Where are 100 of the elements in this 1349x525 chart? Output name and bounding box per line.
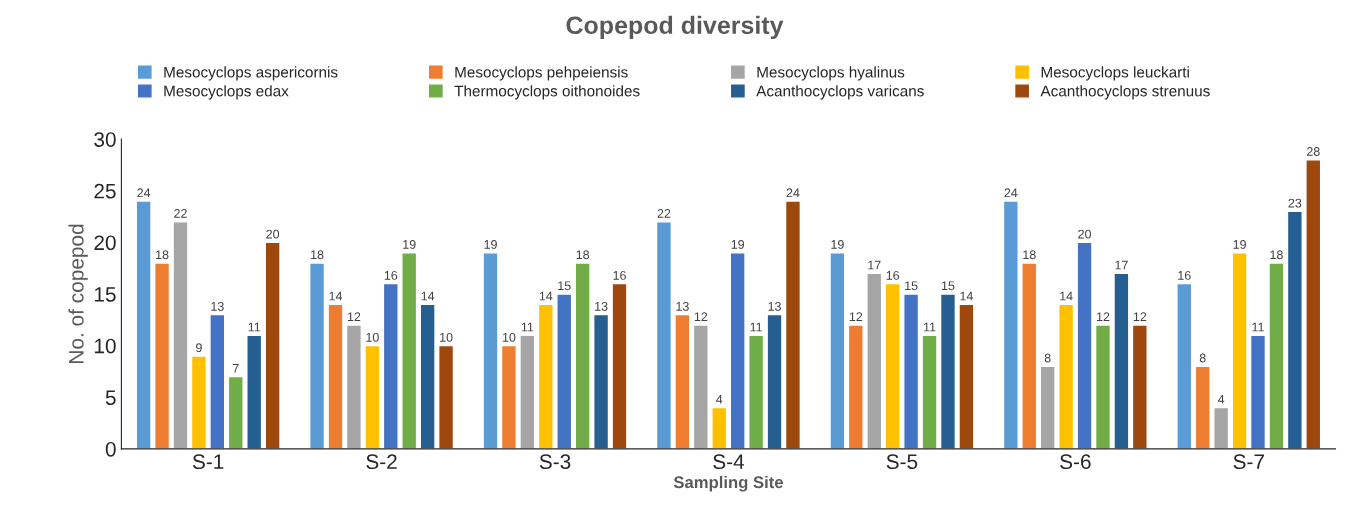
x-tick-label: S-7 bbox=[1233, 454, 1264, 470]
data-label: 16 bbox=[613, 270, 626, 280]
legend-label: Mesocyclops hyalinus bbox=[757, 66, 905, 81]
bar bbox=[655, 221, 673, 449]
bar bbox=[364, 344, 381, 449]
legend-label: Mesocyclops leuckarti bbox=[1041, 66, 1189, 81]
data-label: 10 bbox=[502, 332, 516, 342]
data-label: 19 bbox=[484, 239, 497, 249]
data-label: 13 bbox=[768, 301, 781, 311]
bar bbox=[1249, 334, 1267, 449]
data-label: 10 bbox=[440, 332, 453, 342]
data-label: 28 bbox=[1306, 147, 1320, 156]
data-label: 18 bbox=[1023, 250, 1036, 260]
y-tick-label: 15 bbox=[94, 287, 116, 302]
bar bbox=[748, 334, 765, 449]
bar bbox=[556, 293, 573, 449]
x-tick-label: S-5 bbox=[886, 454, 918, 470]
data-label: 15 bbox=[941, 281, 955, 291]
bar bbox=[1176, 282, 1193, 449]
bar bbox=[1113, 272, 1130, 449]
bar bbox=[829, 252, 846, 449]
y-tick-label: 0 bbox=[105, 441, 116, 457]
data-label: 11 bbox=[521, 322, 534, 332]
legend-label: Mesocyclops edax bbox=[164, 85, 289, 100]
bar bbox=[1286, 210, 1303, 449]
bar bbox=[153, 262, 171, 449]
data-label: 16 bbox=[384, 270, 398, 280]
data-label: 13 bbox=[595, 301, 608, 311]
bar bbox=[847, 324, 864, 449]
data-label: 18 bbox=[1270, 250, 1283, 260]
y-tick-label: 25 bbox=[94, 183, 116, 199]
data-label: 20 bbox=[1078, 229, 1092, 239]
data-label: 24 bbox=[786, 188, 800, 198]
bar bbox=[1021, 262, 1038, 449]
data-label: 8 bbox=[1044, 353, 1051, 363]
data-label: 7 bbox=[232, 364, 239, 373]
data-label: 8 bbox=[1199, 353, 1206, 363]
data-label: 12 bbox=[1133, 312, 1147, 321]
data-label: 15 bbox=[905, 281, 918, 291]
bar bbox=[345, 324, 362, 449]
bar bbox=[1305, 159, 1322, 449]
x-tick-label: S-4 bbox=[713, 454, 745, 470]
bar bbox=[674, 313, 691, 449]
bar bbox=[1094, 324, 1112, 449]
data-label: 15 bbox=[558, 281, 571, 291]
x-tick-label: S-1 bbox=[192, 454, 224, 470]
data-label: 18 bbox=[156, 250, 169, 260]
bar bbox=[1268, 262, 1285, 449]
data-label: 17 bbox=[1115, 260, 1128, 270]
data-label: 17 bbox=[868, 260, 881, 270]
data-label: 19 bbox=[831, 239, 844, 249]
bar bbox=[537, 303, 554, 449]
bar bbox=[711, 406, 728, 449]
data-label: 22 bbox=[657, 209, 671, 218]
data-label: 19 bbox=[1233, 239, 1246, 249]
x-tick-label: S-2 bbox=[366, 454, 397, 470]
bar bbox=[1002, 200, 1019, 449]
data-label: 13 bbox=[676, 301, 689, 311]
data-label: 16 bbox=[886, 270, 900, 280]
data-label: 19 bbox=[731, 239, 745, 249]
legend-label: Acanthocyclops strenuus bbox=[1040, 85, 1210, 100]
data-label: 22 bbox=[174, 209, 187, 218]
bar bbox=[692, 324, 709, 449]
bar bbox=[1039, 365, 1056, 449]
data-label: 24 bbox=[1004, 188, 1018, 198]
bar bbox=[1058, 303, 1075, 449]
data-label: 14 bbox=[421, 291, 435, 301]
data-label: 11 bbox=[750, 322, 762, 332]
legend-label: Acanthocyclops varicans bbox=[756, 85, 924, 100]
bar bbox=[1194, 365, 1211, 449]
bar bbox=[593, 313, 610, 449]
data-label: 20 bbox=[266, 229, 280, 239]
bar bbox=[1131, 324, 1148, 449]
data-label: 4 bbox=[1217, 394, 1225, 404]
bar bbox=[309, 262, 326, 449]
data-label: 11 bbox=[924, 322, 936, 332]
data-label: 11 bbox=[248, 322, 261, 332]
bar bbox=[419, 303, 436, 449]
x-tick-label: S-3 bbox=[539, 454, 571, 470]
bar bbox=[766, 313, 783, 449]
bar bbox=[209, 313, 226, 449]
bar bbox=[884, 282, 901, 449]
data-label: 4 bbox=[716, 394, 723, 404]
data-label: 12 bbox=[849, 312, 863, 321]
bar bbox=[519, 334, 536, 449]
bar bbox=[190, 355, 207, 449]
data-label: 13 bbox=[211, 301, 224, 311]
data-label: 12 bbox=[1096, 312, 1110, 321]
data-label: 10 bbox=[366, 332, 379, 342]
x-tick-label: S-6 bbox=[1060, 454, 1091, 470]
bar bbox=[382, 282, 399, 449]
bar bbox=[264, 241, 281, 449]
bar bbox=[958, 303, 975, 449]
bar bbox=[903, 293, 920, 449]
bar bbox=[1231, 252, 1248, 449]
data-label: 16 bbox=[1178, 270, 1191, 280]
bar bbox=[401, 252, 418, 449]
data-label: 18 bbox=[311, 250, 324, 260]
bar bbox=[1213, 406, 1230, 449]
data-label: 12 bbox=[347, 312, 361, 321]
